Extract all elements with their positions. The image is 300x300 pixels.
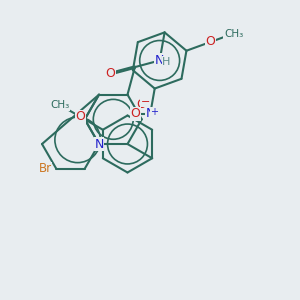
Text: −: − [140, 97, 150, 107]
Text: H: H [162, 57, 170, 67]
Text: +: + [150, 107, 158, 117]
Text: O: O [206, 35, 215, 48]
Text: CH₃: CH₃ [51, 100, 70, 110]
Text: N: N [155, 54, 164, 67]
Text: N: N [146, 107, 155, 120]
Text: O: O [130, 107, 140, 120]
Text: CH₃: CH₃ [224, 28, 243, 39]
Text: N: N [94, 137, 104, 151]
Text: O: O [76, 110, 85, 123]
Text: O: O [136, 98, 146, 111]
Text: Br: Br [39, 162, 52, 175]
Text: O: O [105, 67, 115, 80]
